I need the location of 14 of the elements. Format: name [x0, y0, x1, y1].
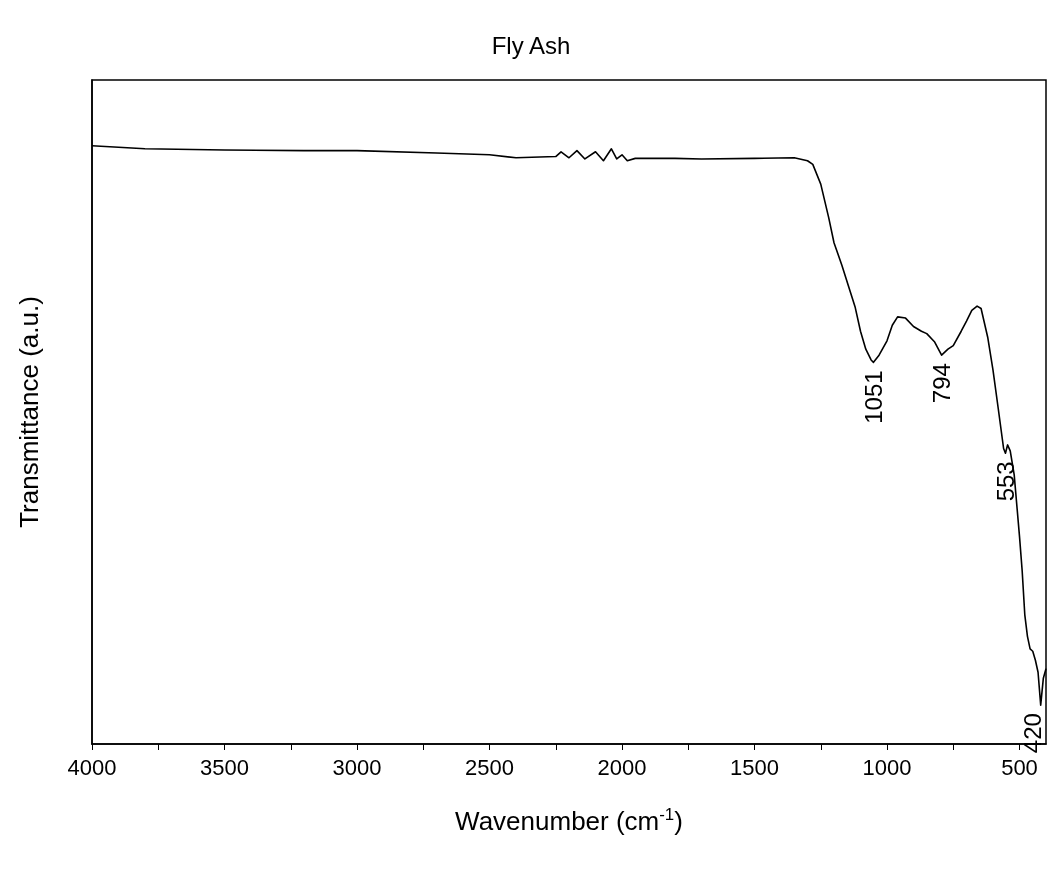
- x-tick-label: 2500: [465, 754, 514, 780]
- annotation: 553: [991, 461, 1019, 502]
- annotation: 794: [928, 363, 956, 404]
- y-axis-title: Transmittance (a.u.): [14, 296, 44, 528]
- x-tick-label: 3000: [332, 754, 382, 780]
- annotation: 420: [1018, 713, 1046, 754]
- x-tick-label: 500: [1001, 754, 1038, 780]
- chart-title: Fly Ash: [491, 31, 571, 59]
- x-tick-label: 1000: [862, 754, 912, 780]
- x-tick-label: 3500: [200, 754, 249, 780]
- x-tick-label: 1500: [730, 754, 779, 780]
- x-tick-label: 2000: [597, 754, 647, 780]
- annotation: 1051: [859, 370, 887, 424]
- x-tick-label: 4000: [67, 754, 117, 780]
